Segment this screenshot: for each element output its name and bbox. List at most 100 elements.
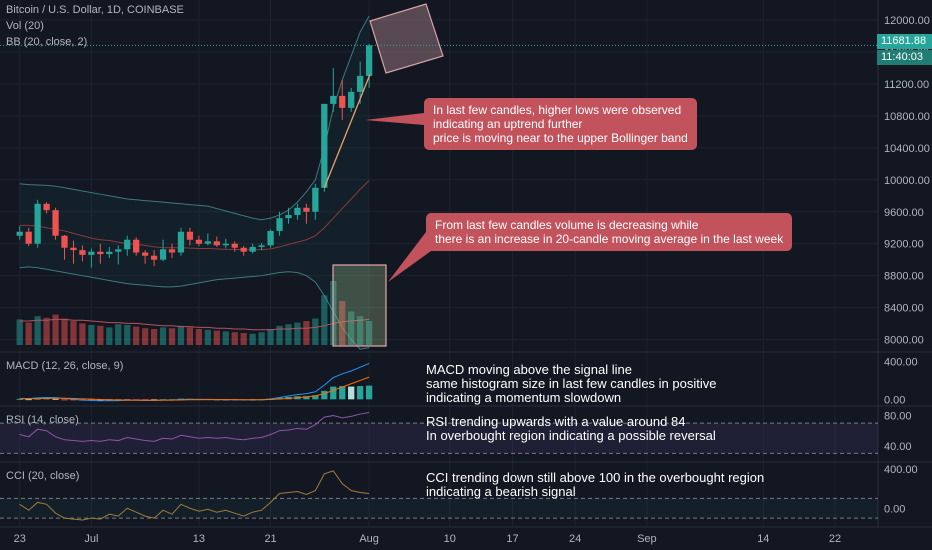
macd-note-line: same histogram size in last few candles … [426,376,717,391]
volume-bar [240,333,247,345]
price-note-line: In last few candles, higher lows were ob… [433,103,682,117]
candle-body [16,231,23,236]
price-axis-tick-label: 10400.00 [884,143,930,155]
candle-body [240,247,247,252]
cci-axis-tick-label: 0.00 [884,503,905,515]
volume-bar [25,322,32,345]
volume-bar [34,316,41,345]
rsi-line [19,412,370,442]
candle-body [133,239,140,253]
candle-body [258,245,265,247]
price-note-line: price is moving near to the upper Bollin… [433,131,688,145]
candle-body [70,247,77,251]
volume-bar [267,329,274,345]
candle-body [222,243,229,246]
volume-bar [79,323,86,345]
price-annotation-bubble[interactable]: In last few candles, higher lows were ob… [424,98,697,150]
macd-indicator-label[interactable]: MACD (12, 26, close, 9) [6,360,124,372]
candle-body [79,250,86,255]
candle-body [195,239,203,244]
candle-body [213,241,220,246]
price-axis-tick-label: 10000.00 [884,175,930,187]
cci-indicator-label[interactable]: CCI (20, close) [6,470,80,482]
bollinger-upper-line [19,15,370,221]
candle-body [285,214,292,219]
price-highlight-box [369,3,444,74]
time-axis-tick-label: Sep [637,533,657,545]
volume-bar [213,330,220,345]
rsi-axis-tick-label: 40.00 [884,441,912,453]
macd-histogram-bar [321,390,328,400]
candle-body [34,203,41,244]
volume-bar [357,316,364,345]
volume-note-line: there is an increase in 20-candle moving… [435,232,784,246]
candle-body [52,210,59,236]
volume-bar [285,324,292,345]
price-axis-tick-label: 11200.00 [884,79,929,91]
macd-histogram-bar [365,385,373,400]
volume-note-line: From last few candles volume is decreasi… [435,218,699,232]
macd-histogram-bar [61,399,68,401]
volume-bar [204,329,211,345]
candle-body [357,75,364,92]
macd-annotation[interactable]: MACD moving above the signal line same h… [426,363,716,405]
candle-body [365,45,373,76]
time-axis-tick-label: 10 [444,533,456,545]
bollinger-indicator-label[interactable]: BB (20, close, 2) [6,36,88,48]
macd-histogram-bar [16,398,23,400]
candle-body [204,241,211,244]
candle-body [312,187,319,212]
rsi-note-line: RSI trending upwards with a value around… [426,414,686,429]
rsi-indicator-label[interactable]: RSI (14, close) [6,414,79,426]
candle-body [231,243,238,248]
cci-axis-tick-label: 400.00 [884,464,918,476]
volume-bar [222,331,229,345]
volume-bar [321,295,328,345]
time-axis-tick-label: 21 [264,533,276,545]
price-axis-tick-label: 8800.00 [884,271,924,283]
macd-axis-tick-label: 400.00 [884,357,918,369]
candle-body [330,95,337,104]
volume-bar [150,329,158,345]
rsi-note-line: In overbought region indicating a possib… [426,428,716,443]
time-axis-tick-label: 22 [829,533,841,545]
candle-body [159,249,167,260]
rsi-annotation[interactable]: RSI trending upwards with a value around… [426,415,716,443]
candle-body [142,252,149,256]
candle-body [294,207,301,215]
time-axis-tick-label: 13 [193,533,205,545]
macd-histogram-bar [25,399,32,401]
volume-bar [115,324,122,345]
candle-body [124,239,131,250]
candle-body [106,251,113,255]
price-axis-tick-label: 8000.00 [884,335,924,347]
volume-bar [16,319,23,345]
candle-body [115,249,122,252]
volume-ma-line [19,318,370,331]
rsi-band-fill [0,423,878,454]
volume-bar [177,325,185,345]
cci-annotation[interactable]: CCI trending down still above 100 in the… [426,471,764,499]
cci-band-fill [0,498,878,519]
macd-histogram-bar [52,398,59,400]
volume-bar [312,318,319,345]
volume-bar [303,321,310,345]
symbol-title[interactable]: Bitcoin / U.S. Dollar, 1D, COINBASE [6,4,184,16]
price-callout-pointer [365,113,424,125]
volume-bar [106,327,113,345]
volume-indicator-label[interactable]: Vol (20) [6,20,44,32]
volume-bar [43,317,50,345]
volume-bar [276,325,283,345]
candle-body [168,249,176,253]
volume-bar [348,311,355,345]
volume-highlight-box [332,264,387,347]
bar-countdown-label: 11:40:03 [877,50,932,65]
candle-body [88,251,95,255]
volume-callout-pointer [388,232,438,282]
candle-body [186,231,194,240]
volume-annotation-bubble[interactable]: From last few candles volume is decreasi… [426,213,793,251]
price-note-line: indicating an uptrend further [433,117,583,131]
volume-bar [365,321,373,345]
